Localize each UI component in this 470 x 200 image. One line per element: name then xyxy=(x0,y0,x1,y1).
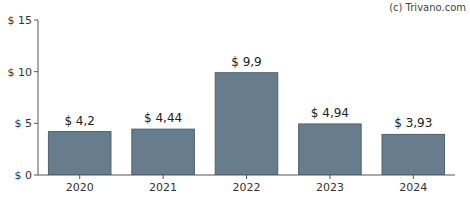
y-axis xyxy=(38,20,39,175)
x-tick xyxy=(413,175,414,179)
x-tick xyxy=(79,175,80,179)
y-tick-label: $ 10 xyxy=(8,66,33,79)
chart: $ 0 $ 5 $ 10 $ 15 2020 2021 2022 2023 2024 $ 4,2 $… xyxy=(0,0,470,200)
y-tick xyxy=(34,123,38,124)
y-tick xyxy=(34,71,38,72)
x-tick xyxy=(163,175,164,179)
data-label: $ 4,44 xyxy=(144,111,182,125)
bars xyxy=(48,73,444,175)
x-tick-label: 2020 xyxy=(66,181,94,194)
x-tick-label: 2022 xyxy=(233,181,261,194)
bar xyxy=(48,132,111,175)
bar xyxy=(382,134,445,175)
x-tick-label: 2023 xyxy=(316,181,344,194)
data-label: $ 9,9 xyxy=(231,55,262,69)
x-tick-label: 2021 xyxy=(149,181,177,194)
data-label: $ 4,94 xyxy=(311,106,349,120)
x-tick-label: 2024 xyxy=(399,181,427,194)
x-tick xyxy=(329,175,330,179)
bar xyxy=(299,124,362,175)
x-tick xyxy=(246,175,247,179)
data-label: $ 4,2 xyxy=(64,114,95,128)
bar xyxy=(215,73,278,175)
y-tick-label: $ 15 xyxy=(8,14,33,27)
annotation: (c) Trivano.com xyxy=(389,2,466,13)
y-tick-label: $ 5 xyxy=(15,117,33,130)
y-tick-label: $ 0 xyxy=(15,169,33,182)
data-label: $ 3,93 xyxy=(394,116,432,130)
y-tick xyxy=(34,175,38,176)
y-tick xyxy=(34,20,38,21)
bar xyxy=(132,129,195,175)
